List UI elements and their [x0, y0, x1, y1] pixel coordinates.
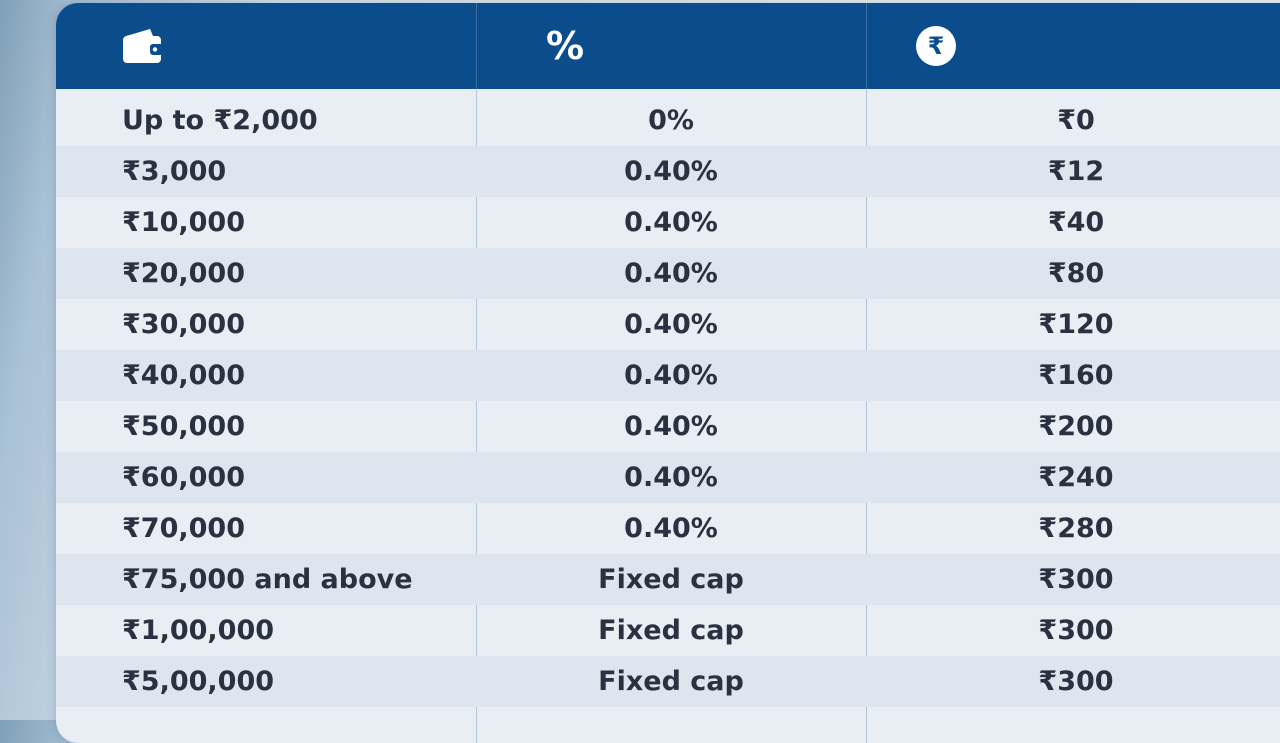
rate-cell: Fixed cap	[598, 666, 744, 697]
amount-cell: ₹60,000	[122, 462, 245, 493]
table-row: ₹10,000 0.40% ₹40	[56, 197, 1280, 248]
rate-cell: 0.40%	[624, 411, 718, 442]
table-header: % ₹	[56, 3, 1280, 89]
table-row: ₹30,000 0.40% ₹120	[56, 299, 1280, 350]
charge-cell: ₹200	[1038, 411, 1114, 442]
rupee-coin-icon: ₹	[916, 26, 956, 66]
table-row: Up to ₹2,000 0% ₹0	[56, 95, 1280, 146]
charge-cell: ₹280	[1038, 513, 1114, 544]
table-row: ₹3,000 0.40% ₹12	[56, 146, 1280, 197]
rate-cell: Fixed cap	[598, 564, 744, 595]
charge-cell: ₹0	[1057, 105, 1095, 136]
fee-table: % ₹ Up to ₹2,000 0% ₹0 ₹3,000 0.40% ₹12 …	[56, 3, 1280, 743]
rate-cell: 0.40%	[624, 462, 718, 493]
charge-cell: ₹300	[1038, 564, 1114, 595]
rate-cell: 0.40%	[624, 513, 718, 544]
table-row: ₹20,000 0.40% ₹80	[56, 248, 1280, 299]
charge-cell: ₹300	[1038, 666, 1114, 697]
amount-cell: ₹30,000	[122, 309, 245, 340]
rate-cell: 0.40%	[624, 258, 718, 289]
amount-cell: ₹40,000	[122, 360, 245, 391]
amount-cell: ₹75,000 and above	[122, 564, 413, 595]
header-rate: %	[546, 3, 584, 89]
amount-cell: ₹10,000	[122, 207, 245, 238]
header-amount	[120, 3, 166, 89]
charge-cell: ₹240	[1038, 462, 1114, 493]
charge-cell: ₹80	[1047, 258, 1105, 289]
charge-cell: ₹300	[1038, 615, 1114, 646]
charge-cell: ₹120	[1038, 309, 1114, 340]
table-row: ₹70,000 0.40% ₹280	[56, 503, 1280, 554]
amount-cell: ₹20,000	[122, 258, 245, 289]
table-row: ₹50,000 0.40% ₹200	[56, 401, 1280, 452]
rate-cell: 0%	[648, 105, 694, 136]
charge-cell: ₹160	[1038, 360, 1114, 391]
table-row: ₹1,00,000 Fixed cap ₹300	[56, 605, 1280, 656]
table-row: ₹75,000 and above Fixed cap ₹300	[56, 554, 1280, 605]
wallet-icon	[123, 29, 163, 63]
amount-cell: ₹5,00,000	[122, 666, 275, 697]
table-row: ₹40,000 0.40% ₹160	[56, 350, 1280, 401]
rate-cell: 0.40%	[624, 207, 718, 238]
table-row: ₹5,00,000 Fixed cap ₹300	[56, 656, 1280, 707]
rate-cell: Fixed cap	[598, 615, 744, 646]
amount-cell: ₹3,000	[122, 156, 227, 187]
table-row: ₹60,000 0.40% ₹240	[56, 452, 1280, 503]
charge-cell: ₹12	[1047, 156, 1105, 187]
percent-symbol: %	[546, 24, 585, 68]
amount-cell: ₹50,000	[122, 411, 245, 442]
rate-cell: 0.40%	[624, 309, 718, 340]
header-charge: ₹	[916, 3, 956, 89]
amount-cell: ₹70,000	[122, 513, 245, 544]
amount-cell: ₹1,00,000	[122, 615, 275, 646]
amount-cell: Up to ₹2,000	[122, 105, 318, 136]
rate-cell: 0.40%	[624, 360, 718, 391]
charge-cell: ₹40	[1047, 207, 1105, 238]
rate-cell: 0.40%	[624, 156, 718, 187]
